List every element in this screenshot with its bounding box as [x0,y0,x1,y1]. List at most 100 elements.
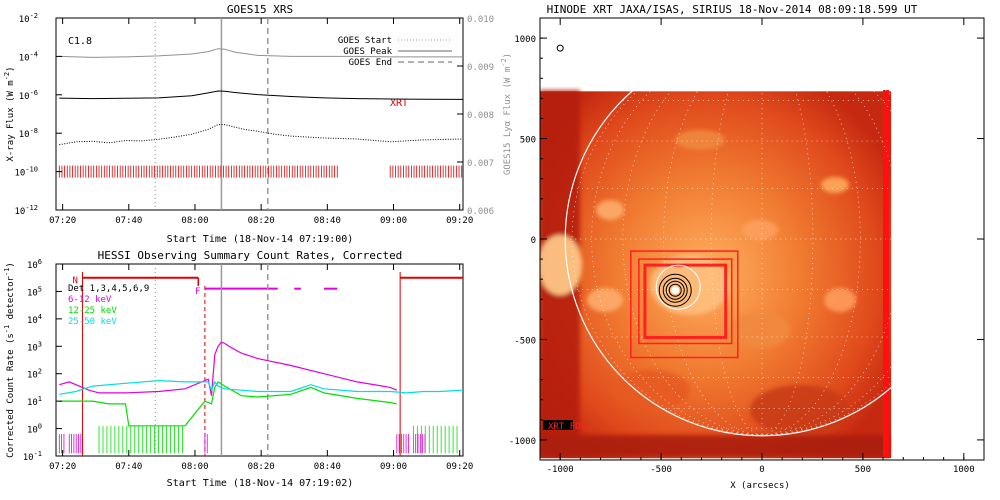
xrt-xtick-label: -500 [650,465,672,475]
goes-ytick-base: 10 [19,92,30,102]
hessi-panel: HESSI Observing Summary Count Rates, Cor… [3,249,473,489]
goes-ytick-base: 10 [19,15,30,25]
hessi-ytick-label: 106 [27,258,42,271]
hessi-series-0 [59,341,398,396]
hessi-ytick-label: 101 [27,395,42,408]
xrt-ytick-label: 500 [520,136,536,146]
hessi-legend-entry: 6-12 keV [68,295,112,305]
hessi-ytick-exp: 6 [38,258,42,266]
goes-xtick-label: 07:20 [49,216,76,226]
goes-series-1 [59,90,463,100]
goes-ytick-base: 10 [15,207,26,217]
hessi-ytick-base: 10 [27,343,38,353]
goes-ytick-exp: -8 [30,127,38,135]
goes-xrs-panel: GOES15 XRS 07:20 07:40 08:00 08:20 08:40 09:0… [3,3,513,245]
xrt-image-panel: HINODE XRT JAXA/ISAS, SIRIUS 18-Nov-2014… [509,3,985,491]
hessi-title: HESSI Observing Summary Count Rates, Cor… [98,249,403,262]
goes-legend-label: GOES Start [338,36,392,46]
goes-ytick-label: 10-6 [19,89,38,102]
goes-xtick-label: 07:40 [115,216,142,226]
hessi-ytick-exp: 3 [38,340,42,348]
goes-ytick-label: 10-10 [15,166,39,179]
hessi-ytick-exp: 0 [38,423,42,431]
goes-xrt-label: XRT [390,98,408,109]
goes-ylabel: X-ray Flux (W m-2) [3,66,16,161]
goes-xtick-label: 08:20 [248,216,275,226]
hessi-ytick-label: 104 [27,313,42,326]
goes-xtick-label: 08:00 [181,216,208,226]
hessi-xtick-label: 07:40 [115,462,142,472]
goes-ytick-exp: -12 [25,204,38,212]
hessi-ytick-exp: 2 [38,368,42,376]
xrt-xlabel: X (arcsecs) [730,481,790,491]
xrt-fov-box [643,263,728,339]
hessi-xtick-label: 08:40 [314,462,341,472]
xrt-ytick-label: 1000 [514,35,536,45]
hessi-attenuator-block [396,434,409,454]
xrt-coverage-0 [58,165,338,178]
xrt-title: HINODE XRT JAXA/ISAS, SIRIUS 18-Nov-2014… [547,3,918,16]
hessi-legend-entry: Det 1,3,4,5,6,9 [68,284,149,294]
flare-contour [665,280,685,300]
goes-y2tick-label: 0.009 [467,63,494,73]
hessi-plot-frame [55,263,464,457]
goes-ytick-label: 10-12 [15,204,39,217]
hessi-legend-entry: 12-25 keV [68,306,117,316]
xrt-xtick-label: 0 [759,465,764,475]
hessi-ytick-label: 10-1 [23,450,42,463]
rhessi-contour [655,264,701,310]
hessi-xtick-label: 09:20 [446,462,473,472]
hessi-ytick-base: 10 [27,261,38,271]
goes-y2tick-label: 0.007 [467,159,494,169]
hessi-ytick-exp: 1 [38,395,42,403]
goes-ytick-exp: -2 [30,12,38,20]
hessi-attenuator-block [58,434,65,454]
hessi-attenuator-block [412,434,426,454]
hessi-ytick-label: 102 [27,368,42,381]
hessi-ytick-label: 105 [27,285,42,298]
lon-line [710,42,763,436]
svg-text:XRT FOV: XRT FOV [548,422,587,432]
goes-ytick-label: 10-8 [19,127,38,140]
goes-legend-label: GOES Peak [343,47,392,57]
hessi-ytick-base: 10 [23,453,34,463]
flare-contour [662,277,688,303]
hessi-xtick-label: 07:20 [49,462,76,472]
goes-legend-label: GOES End [349,58,392,68]
hessi-xtick-label: 09:00 [380,462,407,472]
goes-series-0 [59,48,463,58]
hessi-series-1 [59,381,397,427]
hessi-ytick-label: 103 [27,340,42,353]
goes-ytick-exp: -6 [30,89,38,97]
hessi-ytick-base: 10 [27,288,38,298]
goes-ytick-exp: -4 [30,50,38,58]
hessi-ytick-exp: 4 [38,313,42,321]
hessi-attenuator-block [68,434,82,454]
xrt-ytick-label: -500 [514,336,536,346]
xrt-fov-box [630,250,739,359]
hessi-xtick-label: 08:00 [181,462,208,472]
position-marker-circle [556,44,564,52]
hessi-ytick-base: 10 [27,371,38,381]
goes-ytick-exp: -10 [25,166,38,174]
goes-y2tick-label: 0.006 [467,207,494,217]
goes-ytick-base: 10 [15,169,26,179]
xrt-xtick-label: -1000 [547,465,574,475]
hessi-legend-entry: 25-50 keV [68,317,117,327]
hessi-ytick-label: 100 [27,423,42,436]
goes-flare-class: C1.8 [68,36,92,47]
xrt-coverage-1 [389,165,463,178]
goes-ytick-label: 10-4 [19,50,38,63]
goes-ytick-base: 10 [19,130,30,140]
goes-series-2 [59,124,463,146]
hessi-flare-flag: F [195,287,200,297]
hessi-attenuator-block [204,434,208,454]
xrt-image-right-edge [883,90,889,457]
hessi-ylabel: Corrected Count Rate (s-1 detector-1) [3,262,16,458]
goes-y2tick-label: 0.008 [467,111,494,121]
goes-y2tick-label: 0.010 [467,15,494,25]
xrt-ytick-label: -1000 [509,437,536,447]
